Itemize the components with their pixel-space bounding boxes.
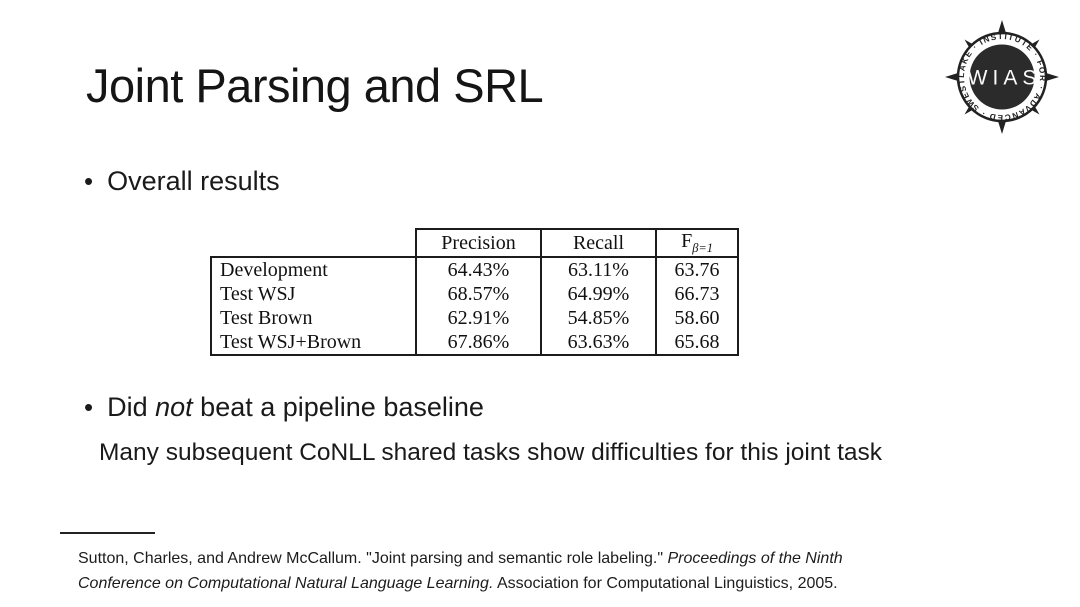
- cell-fscore: 65.68: [655, 330, 739, 356]
- row-label: Test WSJ: [210, 282, 417, 306]
- col-header-recall: Recall: [540, 228, 657, 258]
- cell-precision: 68.57%: [415, 282, 542, 306]
- col-header-precision: Precision: [415, 228, 542, 258]
- cell-precision: 67.86%: [415, 330, 542, 356]
- footnote-separator: [60, 532, 155, 534]
- results-table: Precision Recall Fβ=1 Development 64.43%…: [210, 228, 739, 356]
- page-title: Joint Parsing and SRL: [86, 59, 544, 112]
- bullet-overall-results: • Overall results: [84, 166, 280, 197]
- table-row: Test Brown 62.91% 54.85% 58.60: [210, 306, 739, 330]
- citation-line1: Sutton, Charles, and Andrew McCallum. "J…: [78, 550, 843, 567]
- table-row: Development 64.43% 63.11% 63.76: [210, 256, 739, 282]
- cell-fscore: 63.76: [655, 256, 739, 282]
- bullet-icon: •: [84, 166, 94, 196]
- wias-logo: WESTLAKE · INSTITUTE · FOR · ADVANCED · …: [945, 20, 1059, 134]
- cell-recall: 54.85%: [540, 306, 657, 330]
- row-label: Test WSJ+Brown: [210, 330, 417, 356]
- row-label: Development: [210, 256, 417, 282]
- cell-precision: 64.43%: [415, 256, 542, 282]
- bullet-text: Overall results: [107, 166, 280, 196]
- table-header-row: Precision Recall Fβ=1: [211, 228, 739, 258]
- bullet-pipeline-baseline: • Did not beat a pipeline baseline: [84, 392, 484, 423]
- citation-line2: Conference on Computational Natural Lang…: [78, 574, 838, 592]
- bullet-icon: •: [84, 392, 94, 422]
- cell-fscore: 66.73: [655, 282, 739, 306]
- logo-wias-text: WIAS: [968, 67, 1042, 90]
- col-header-fscore: Fβ=1: [655, 228, 739, 258]
- subpoint-text: Many subsequent CoNLL shared tasks show …: [99, 439, 883, 466]
- table-corner-cell: [211, 229, 416, 257]
- cell-recall: 63.63%: [540, 330, 657, 356]
- table-row: Test WSJ+Brown 67.86% 63.63% 65.68: [210, 330, 739, 356]
- cell-precision: 62.91%: [415, 306, 542, 330]
- cell-recall: 63.11%: [540, 256, 657, 282]
- citation: Sutton, Charles, and Andrew McCallum. "J…: [78, 547, 843, 596]
- table-row: Test WSJ 68.57% 64.99% 66.73: [210, 282, 739, 306]
- row-label: Test Brown: [210, 306, 417, 330]
- bullet-text: Did not beat a pipeline baseline: [107, 392, 484, 422]
- cell-recall: 64.99%: [540, 282, 657, 306]
- logo-center-disc: [969, 44, 1035, 110]
- cell-fscore: 58.60: [655, 306, 739, 330]
